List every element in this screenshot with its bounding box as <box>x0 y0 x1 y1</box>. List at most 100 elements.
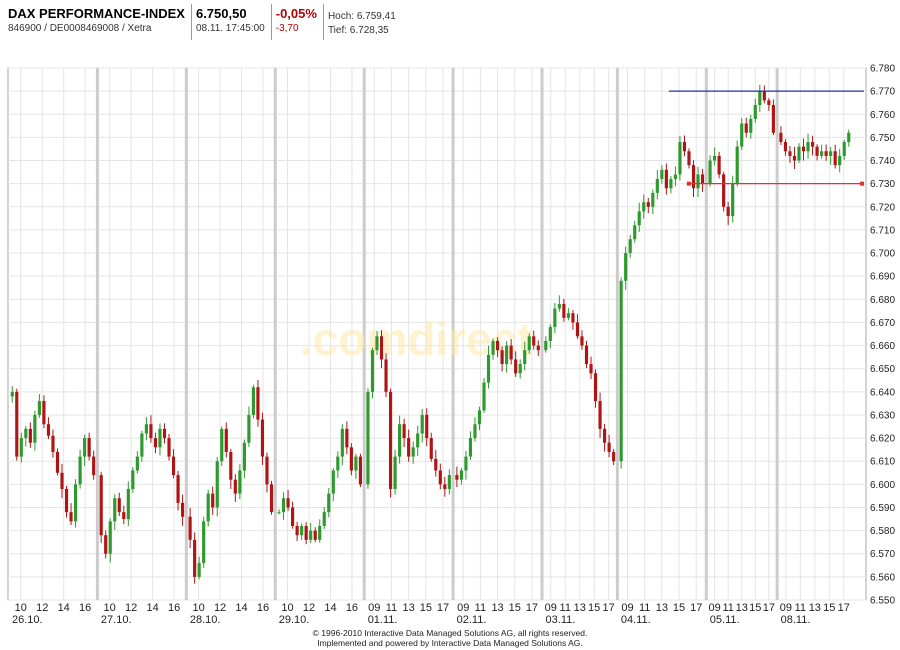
candle-body <box>624 253 628 281</box>
candle-body <box>829 151 833 156</box>
y-tick-label: 6.650 <box>870 364 895 375</box>
index-name[interactable]: DAX PERFORMANCE-INDEX <box>8 6 185 21</box>
candle-body <box>687 151 691 166</box>
x-hour-label: 17 <box>603 602 615 614</box>
candle-body <box>55 451 60 473</box>
x-hour-label: 17 <box>526 602 538 614</box>
candle-body <box>482 382 486 411</box>
candle-body <box>176 475 180 503</box>
candle-body <box>847 132 851 143</box>
y-axis: 6.550 6.560 6.570 6.580 6.590 6.600 6.610 6.620… <box>870 64 895 607</box>
x-hour-label: 12 <box>214 602 226 614</box>
session-separator <box>704 68 708 600</box>
y-tick-label: 6.630 <box>870 410 895 421</box>
candle-body <box>242 442 246 471</box>
candle-body <box>300 525 304 536</box>
candle-body <box>37 401 41 415</box>
x-hour-label: 17 <box>437 602 449 614</box>
candle-body <box>358 456 363 485</box>
candle-body <box>700 174 705 184</box>
candle-body <box>313 530 317 540</box>
x-hour-label: 09 <box>621 602 633 614</box>
candle-body <box>459 470 463 480</box>
candle-body <box>797 146 801 161</box>
y-tick-label: 6.750 <box>870 133 895 144</box>
candle-body <box>393 456 397 489</box>
candle-body <box>619 280 623 462</box>
candle-body <box>633 225 637 240</box>
candle-body <box>820 151 824 156</box>
candle-body <box>518 364 522 374</box>
candle-body <box>664 169 668 189</box>
candle-body <box>265 456 269 485</box>
y-tick-label: 6.680 <box>870 295 895 306</box>
candle-body <box>532 336 536 346</box>
candle-body <box>509 345 513 360</box>
candle-body <box>336 456 340 471</box>
candle-body <box>193 539 197 577</box>
y-tick-label: 6.730 <box>870 179 895 190</box>
candle-body <box>779 132 783 143</box>
candle-body <box>370 350 375 392</box>
x-hour-label: 11 <box>560 602 571 614</box>
candle-body <box>24 428 28 439</box>
candle-body <box>651 192 655 207</box>
y-tick-label: 6.640 <box>870 387 895 398</box>
candle-body <box>131 470 135 489</box>
candle-body <box>637 211 641 226</box>
candle-body <box>181 502 185 517</box>
candle-body <box>291 507 295 526</box>
x-hour-label: 12 <box>303 602 315 614</box>
candle-body <box>60 472 64 489</box>
x-hour-label: 13 <box>491 602 503 614</box>
candle-body <box>722 174 726 207</box>
candle-body <box>388 391 393 489</box>
x-date-label: 02.11. <box>457 614 487 626</box>
y-tick-label: 6.740 <box>870 156 895 167</box>
x-hour-label: 13 <box>574 602 586 614</box>
candle-body <box>455 475 459 480</box>
candle-body <box>256 387 260 420</box>
candle-body <box>327 493 331 513</box>
candle-body <box>762 91 766 101</box>
x-hour-label: 15 <box>509 602 521 614</box>
candle-body <box>660 169 664 180</box>
candle-body <box>10 391 14 397</box>
candle-body <box>69 512 73 522</box>
candle-body <box>28 428 32 443</box>
candle-body <box>46 424 51 436</box>
x-hour-label: 15 <box>823 602 835 614</box>
candle-body <box>744 123 748 133</box>
candle-body <box>788 151 792 156</box>
candle-body <box>215 461 219 508</box>
y-tick-label: 6.690 <box>870 272 895 283</box>
candle-body <box>113 498 117 522</box>
x-hour-label: 13 <box>403 602 415 614</box>
candle-body <box>220 428 224 462</box>
x-hour-label: 14 <box>324 602 336 614</box>
candle-body <box>468 438 473 457</box>
candle-body <box>407 438 411 457</box>
candle-body <box>505 345 509 365</box>
candle-body <box>771 105 775 133</box>
x-hour-label: 17 <box>838 602 850 614</box>
x-hour-label: 11 <box>795 602 806 614</box>
candle-body <box>117 498 121 513</box>
candle-body <box>411 447 415 457</box>
y-tick-label: 6.700 <box>870 249 895 260</box>
trend-lines <box>668 90 864 186</box>
candle-body <box>92 456 96 476</box>
x-hour-label: 13 <box>736 602 748 614</box>
candle-body <box>286 498 290 508</box>
y-tick-label: 6.620 <box>870 434 895 445</box>
change-percent: -0,05% <box>275 6 317 21</box>
y-tick-label: 6.580 <box>870 526 895 537</box>
x-hour-label: 14 <box>58 602 70 614</box>
candle-body <box>87 438 91 457</box>
candle-body <box>753 105 757 119</box>
x-hour-label: 17 <box>763 602 775 614</box>
x-hour-label: 10 <box>192 602 204 614</box>
candle-body <box>553 308 557 328</box>
